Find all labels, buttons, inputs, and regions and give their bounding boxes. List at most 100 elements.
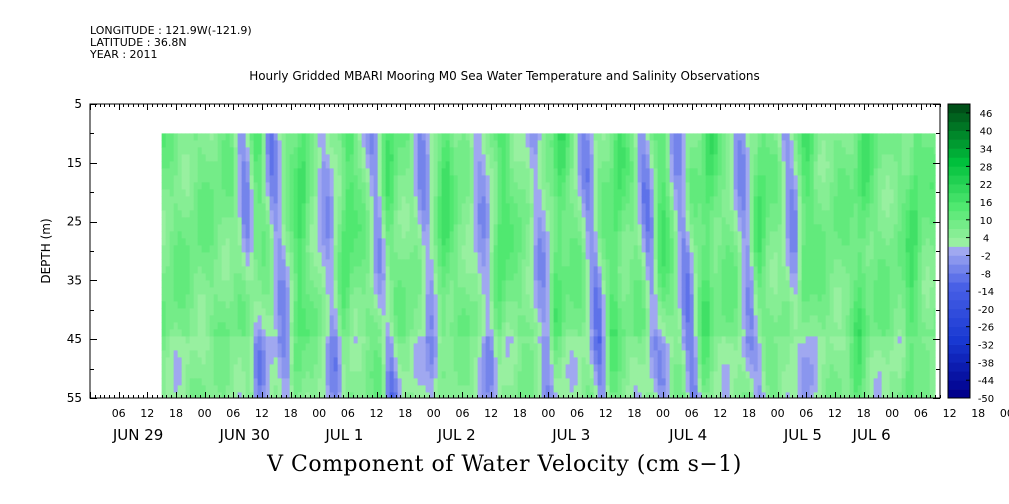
x-tick-label: 18 [742,407,756,420]
colorbar-swatch [948,157,970,167]
heatmap-field [161,133,936,399]
x-tick-label: 12 [943,407,957,420]
colorbar-label: -50 [978,394,994,405]
x-tick-label: 06 [341,407,355,420]
colorbar-swatch [948,273,970,283]
colorbar-swatch [948,335,970,345]
colorbar-swatch [948,282,970,292]
colorbar-swatch [948,362,970,372]
x-day-label: JUL 1 [324,426,363,444]
colorbar-swatch [948,389,970,399]
x-tick-label: 12 [370,407,384,420]
x-tick-label: 12 [140,407,154,420]
colorbar-frame [947,103,971,399]
x-tick-label: 00 [1000,407,1009,420]
x-day-label: JUL 5 [783,426,822,444]
x-axis-ticks [90,104,941,398]
x-tick-label: 12 [484,407,498,420]
colorbar-swatch [948,166,970,176]
colorbar-swatch [948,326,970,336]
colorbar-label: 40 [980,127,993,138]
x-tick-label: 12 [713,407,727,420]
x-tick-label: 18 [169,407,183,420]
colorbar-swatch [948,175,970,185]
x-tick-label: 00 [427,407,441,420]
x-tick-label: 06 [456,407,470,420]
colorbar-label: -20 [978,305,994,316]
colorbar-label: 16 [980,198,993,209]
colorbar-swatch [948,344,970,354]
x-tick-label: 18 [627,407,641,420]
colorbar-label: -26 [978,323,994,334]
x-day-label: JUN 30 [218,426,269,444]
x-tick-label: 00 [312,407,326,420]
y-tick-label: 25 [67,215,82,229]
x-tick-label: 18 [857,407,871,420]
colorbar-label: -8 [981,269,991,280]
x-tick-label: 00 [771,407,785,420]
colorbar-label: 34 [980,145,993,156]
x-tick-label: 12 [599,407,613,420]
colorbar-label: -38 [978,358,994,369]
colorbar-swatch [948,148,970,158]
colorbar-swatch [948,308,970,319]
colorbar-swatch [948,246,970,256]
y-tick-label: 5 [74,97,82,111]
x-tick-label: 18 [398,407,412,420]
colorbar-swatch [948,112,970,123]
x-tick-label: 06 [226,407,240,420]
colorbar-swatch [948,228,970,238]
colorbar-swatch [948,193,970,203]
colorbar-swatch [948,353,970,363]
x-day-label: JUL 3 [551,426,590,444]
x-tick-label: 00 [198,407,212,420]
colorbar-label: 46 [980,109,993,120]
y-tick-label: 45 [67,332,82,346]
longitude-label: LONGITUDE : 121.9W(-121.9) [90,24,252,37]
x-tick-label: 00 [885,407,899,420]
x-day-label: JUL 4 [668,426,707,444]
x-tick-label: 06 [685,407,699,420]
colorbar-label: -14 [978,287,994,298]
colorbar-label: 22 [980,180,993,191]
y-axis-title: DEPTH (m) [39,218,53,283]
colorbar-label: -2 [981,252,991,263]
colorbar-label: 28 [980,162,993,173]
colorbar-swatch [948,300,970,310]
colorbar-swatch [948,202,970,212]
x-tick-label: 18 [971,407,985,420]
colorbar-swatch [948,121,970,132]
colorbar-swatch [948,210,970,221]
x-tick-label: 06 [914,407,928,420]
colorbar-label: -44 [978,376,994,387]
x-tick-label: 06 [570,407,584,420]
colorbar-swatch [948,380,970,390]
x-tick-label: 12 [255,407,269,420]
x-tick-label: 00 [541,407,555,420]
y-tick-label: 35 [67,273,82,287]
x-day-label: JUL 6 [852,426,891,444]
colorbar-swatch [948,184,970,194]
chart-title: Hourly Gridded MBARI Mooring M0 Sea Wate… [249,69,760,83]
y-tick-label: 55 [67,391,82,405]
x-day-label: JUN 29 [112,426,163,444]
colorbar-swatch [948,291,970,301]
x-axis-title: V Component of Water Velocity (cm s−1) [267,452,742,477]
x-tick-label: 00 [656,407,670,420]
x-day-label: JUL 2 [437,426,476,444]
colorbar: 46 40 34 28 22 16 10 4 -2 -8 -14 -20 -26 -32 -38 -44 -50 [947,103,994,405]
colorbar-swatch [948,139,970,149]
colorbar-swatch [948,130,970,140]
x-tick-label: 18 [284,407,298,420]
x-tick-label: 06 [799,407,813,420]
y-axis-ticks [90,104,940,399]
colorbar-swatch [948,255,970,265]
x-tick-label: 06 [112,407,126,420]
colorbar-swatch [948,264,970,274]
colorbar-swatch [948,219,970,230]
y-tick-label: 15 [67,156,82,170]
colorbar-swatch [948,104,970,114]
colorbar-label: -32 [978,341,994,352]
colorbar-swatch [948,317,970,328]
